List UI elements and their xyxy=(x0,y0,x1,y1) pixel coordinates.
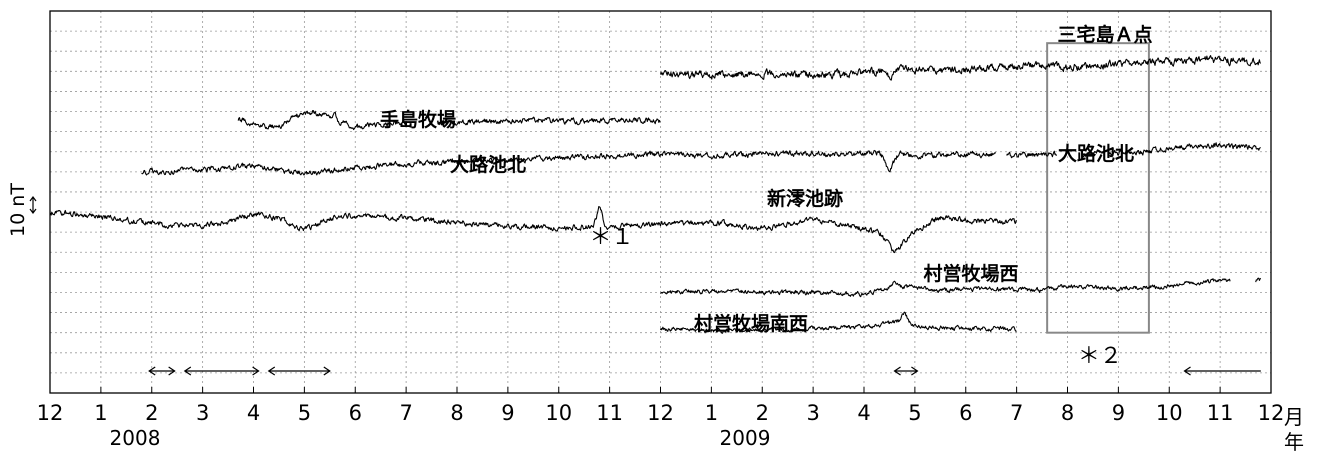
x-tick-label: 12 xyxy=(37,401,64,425)
series-label: 新澪池跡 xyxy=(767,187,843,210)
x-tick-label: 1 xyxy=(705,401,718,425)
year-label-2008: 2008 xyxy=(110,426,161,450)
interval-arrow-right-head xyxy=(911,366,919,376)
x-tick-label: 12 xyxy=(1258,401,1285,425)
series-line xyxy=(659,55,1262,81)
x-tick-label: 7 xyxy=(1010,401,1023,425)
y-scale-label: 10 nT xyxy=(7,183,29,237)
x-tick-label: 4 xyxy=(857,401,870,425)
x-tick-label: 5 xyxy=(908,401,921,425)
x-tick-label: 1 xyxy=(94,401,107,425)
x-axis-ticks: 12 1 2 3 4 5 6 7 8 9 10 11 12 1 2 3 4 5 6 7 8 9 10 11 12 xyxy=(37,387,1285,425)
x-tick-label: 9 xyxy=(501,401,514,425)
x-tick-label: 8 xyxy=(450,401,463,425)
x-tick-label: 11 xyxy=(1207,401,1234,425)
x-tick-label: 8 xyxy=(1061,401,1074,425)
interval-arrow-right-head xyxy=(168,366,176,376)
x-tick-label: 10 xyxy=(545,401,572,425)
interval-arrow-right-head xyxy=(323,366,331,376)
x-tick-label: 2 xyxy=(756,401,769,425)
series-label: 大路池北 xyxy=(450,153,526,176)
y-scale-arrow xyxy=(29,196,37,214)
interval-arrow-left-head xyxy=(148,366,156,376)
x-tick-label: 6 xyxy=(959,401,972,425)
series-line xyxy=(660,277,1262,298)
interval-arrow-right-head xyxy=(252,366,260,376)
x-tick-label: 6 xyxy=(349,401,362,425)
year-label-2009: 2009 xyxy=(720,426,771,450)
grid xyxy=(50,11,1271,393)
series-line xyxy=(237,109,661,131)
x-tick-label: 3 xyxy=(806,401,819,425)
series-line xyxy=(50,206,1017,254)
x-tick-label: 2 xyxy=(145,401,158,425)
series-label: 村営牧場南西 xyxy=(694,312,808,335)
interval-arrows xyxy=(148,366,1261,376)
interval-arrow-left-head xyxy=(1183,366,1191,376)
x-unit-month: 月 xyxy=(1284,405,1304,429)
x-tick-label: 9 xyxy=(1112,401,1125,425)
series-line xyxy=(141,142,1261,176)
x-tick-label: 11 xyxy=(596,401,623,425)
x-unit-year: 年 xyxy=(1284,430,1304,454)
x-tick-label: 5 xyxy=(298,401,311,425)
annotation-note: ＊１ xyxy=(589,225,633,250)
x-tick-label: 7 xyxy=(399,401,412,425)
series-label-in-box: 大路池北 xyxy=(1058,142,1134,165)
series-label: 村営牧場西 xyxy=(923,262,1018,285)
interval-arrow-left-head xyxy=(893,366,901,376)
x-tick-label: 12 xyxy=(647,401,674,425)
x-tick-label: 4 xyxy=(247,401,260,425)
interval-arrow-left-head xyxy=(183,366,192,376)
x-tick-label: 10 xyxy=(1156,401,1183,425)
interval-arrow-left-head xyxy=(267,366,276,376)
series-line xyxy=(659,311,1017,334)
series-label: 三宅島Ａ点 xyxy=(1057,23,1152,46)
highlight-box xyxy=(1046,42,1150,334)
annotation-note: ＊２ xyxy=(1078,344,1122,369)
series-lines xyxy=(50,55,1262,334)
series-label: 手島牧場 xyxy=(380,108,456,131)
x-tick-label: 3 xyxy=(196,401,209,425)
